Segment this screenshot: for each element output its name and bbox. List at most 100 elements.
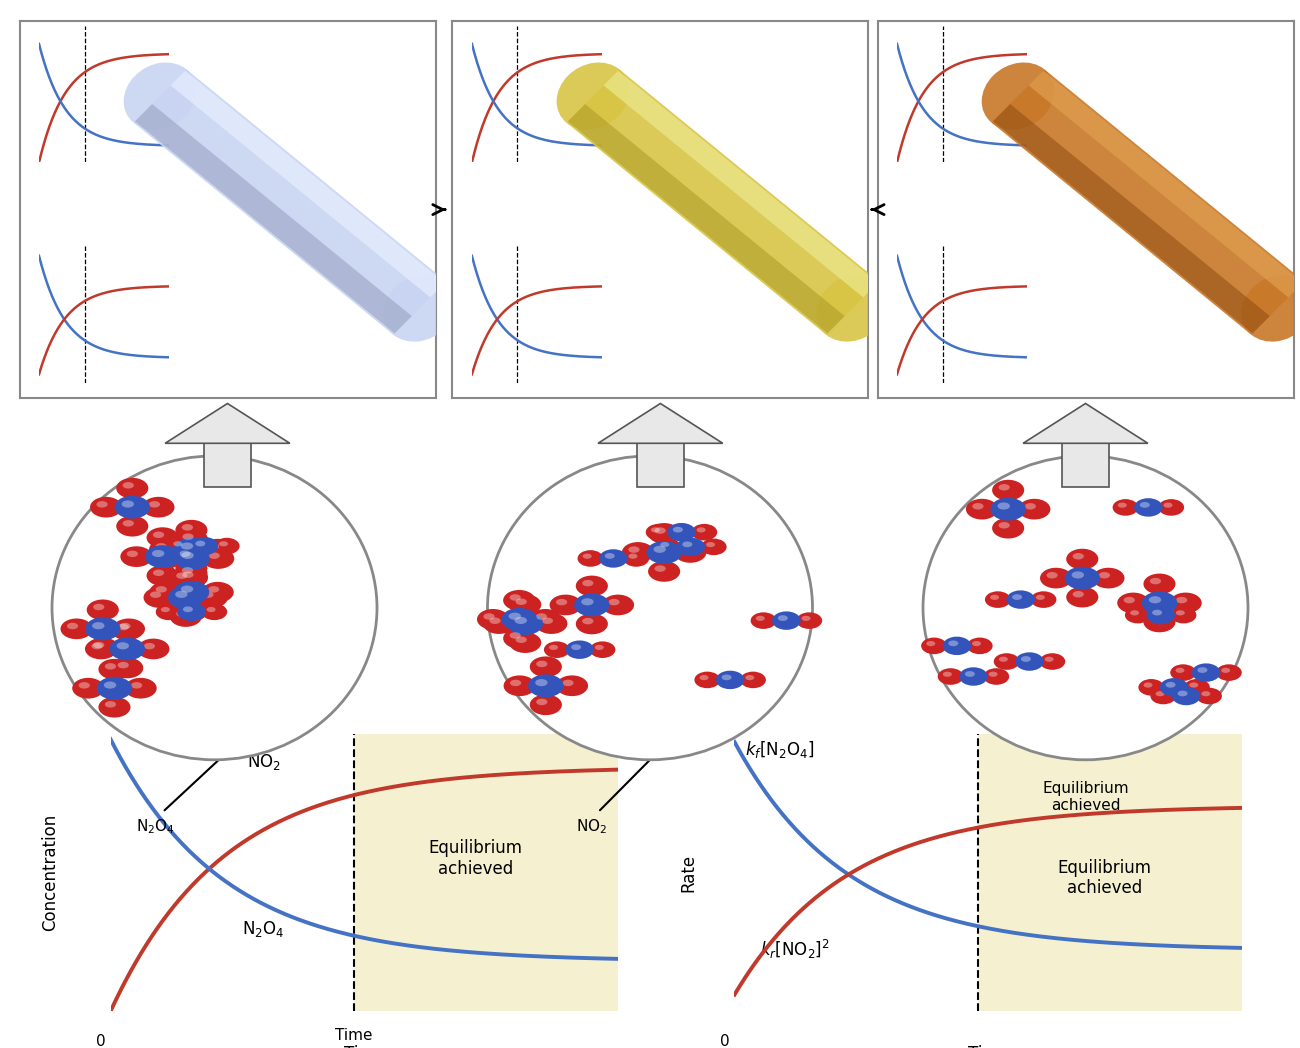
- Ellipse shape: [147, 527, 178, 548]
- Ellipse shape: [1018, 499, 1050, 520]
- Ellipse shape: [599, 549, 628, 568]
- Ellipse shape: [697, 527, 706, 532]
- Ellipse shape: [113, 618, 146, 639]
- Ellipse shape: [1178, 691, 1188, 696]
- Ellipse shape: [927, 641, 935, 647]
- Ellipse shape: [150, 582, 182, 603]
- Ellipse shape: [716, 671, 745, 690]
- Ellipse shape: [1166, 682, 1175, 687]
- Ellipse shape: [1139, 679, 1164, 696]
- Ellipse shape: [536, 699, 547, 705]
- Ellipse shape: [144, 642, 155, 650]
- Ellipse shape: [992, 480, 1024, 501]
- Ellipse shape: [556, 598, 567, 606]
- Ellipse shape: [682, 542, 693, 547]
- Ellipse shape: [1221, 668, 1230, 673]
- Ellipse shape: [581, 598, 594, 606]
- Ellipse shape: [1072, 553, 1084, 560]
- Ellipse shape: [745, 675, 754, 680]
- Ellipse shape: [90, 497, 122, 518]
- Text: Rate: Rate: [680, 853, 698, 892]
- Ellipse shape: [797, 612, 822, 629]
- Ellipse shape: [530, 695, 562, 715]
- Text: NO$_2$: NO$_2$: [576, 817, 607, 836]
- Ellipse shape: [755, 616, 764, 620]
- Ellipse shape: [156, 604, 182, 620]
- Ellipse shape: [1020, 656, 1031, 662]
- Ellipse shape: [176, 591, 187, 598]
- Polygon shape: [637, 443, 684, 487]
- Ellipse shape: [202, 539, 234, 560]
- Ellipse shape: [122, 482, 134, 488]
- Ellipse shape: [510, 594, 541, 615]
- Ellipse shape: [1175, 668, 1184, 673]
- Ellipse shape: [660, 542, 670, 547]
- Polygon shape: [204, 443, 251, 487]
- Ellipse shape: [202, 604, 228, 620]
- Ellipse shape: [170, 606, 202, 627]
- Ellipse shape: [143, 587, 176, 608]
- Ellipse shape: [694, 672, 720, 689]
- Ellipse shape: [556, 675, 588, 696]
- Ellipse shape: [604, 553, 615, 559]
- Polygon shape: [568, 104, 845, 333]
- Ellipse shape: [176, 572, 187, 578]
- Ellipse shape: [174, 581, 209, 604]
- Ellipse shape: [91, 642, 103, 650]
- Ellipse shape: [176, 558, 208, 578]
- Ellipse shape: [207, 607, 216, 612]
- Ellipse shape: [984, 669, 1009, 684]
- Ellipse shape: [590, 641, 615, 658]
- Ellipse shape: [750, 612, 776, 629]
- Ellipse shape: [621, 542, 654, 563]
- Ellipse shape: [61, 618, 92, 639]
- Ellipse shape: [1113, 499, 1139, 516]
- Ellipse shape: [1140, 502, 1149, 508]
- Ellipse shape: [174, 547, 209, 570]
- Ellipse shape: [1144, 682, 1153, 687]
- Ellipse shape: [1150, 687, 1176, 704]
- Text: Time: Time: [343, 1045, 385, 1048]
- Polygon shape: [603, 70, 878, 298]
- Ellipse shape: [628, 546, 640, 553]
- Ellipse shape: [922, 637, 946, 654]
- Ellipse shape: [144, 545, 181, 568]
- Ellipse shape: [122, 520, 134, 526]
- Ellipse shape: [150, 591, 161, 598]
- Polygon shape: [1028, 70, 1300, 298]
- Ellipse shape: [489, 617, 500, 624]
- Text: 0: 0: [719, 1033, 729, 1048]
- Ellipse shape: [502, 608, 537, 631]
- Ellipse shape: [510, 632, 541, 653]
- Ellipse shape: [173, 546, 205, 567]
- Ellipse shape: [998, 484, 1010, 490]
- Ellipse shape: [384, 275, 456, 342]
- Polygon shape: [165, 403, 290, 443]
- Ellipse shape: [116, 478, 148, 499]
- Ellipse shape: [740, 672, 766, 689]
- Ellipse shape: [1065, 567, 1100, 590]
- Ellipse shape: [484, 613, 494, 619]
- Ellipse shape: [182, 571, 194, 577]
- Ellipse shape: [503, 675, 536, 696]
- Ellipse shape: [1176, 597, 1187, 604]
- Ellipse shape: [1147, 606, 1175, 625]
- Ellipse shape: [176, 520, 208, 541]
- Ellipse shape: [147, 565, 178, 586]
- Ellipse shape: [1170, 664, 1196, 681]
- Ellipse shape: [168, 538, 194, 554]
- Ellipse shape: [96, 501, 108, 507]
- Ellipse shape: [699, 675, 709, 680]
- Text: Time: Time: [967, 1045, 1009, 1048]
- Ellipse shape: [556, 63, 629, 130]
- Polygon shape: [135, 104, 412, 333]
- Ellipse shape: [508, 613, 521, 619]
- Ellipse shape: [777, 615, 788, 621]
- Ellipse shape: [1098, 572, 1110, 578]
- Ellipse shape: [1123, 597, 1135, 604]
- Ellipse shape: [1149, 577, 1161, 585]
- Ellipse shape: [1118, 503, 1127, 507]
- Ellipse shape: [116, 516, 148, 537]
- Ellipse shape: [681, 546, 692, 553]
- Ellipse shape: [156, 552, 168, 559]
